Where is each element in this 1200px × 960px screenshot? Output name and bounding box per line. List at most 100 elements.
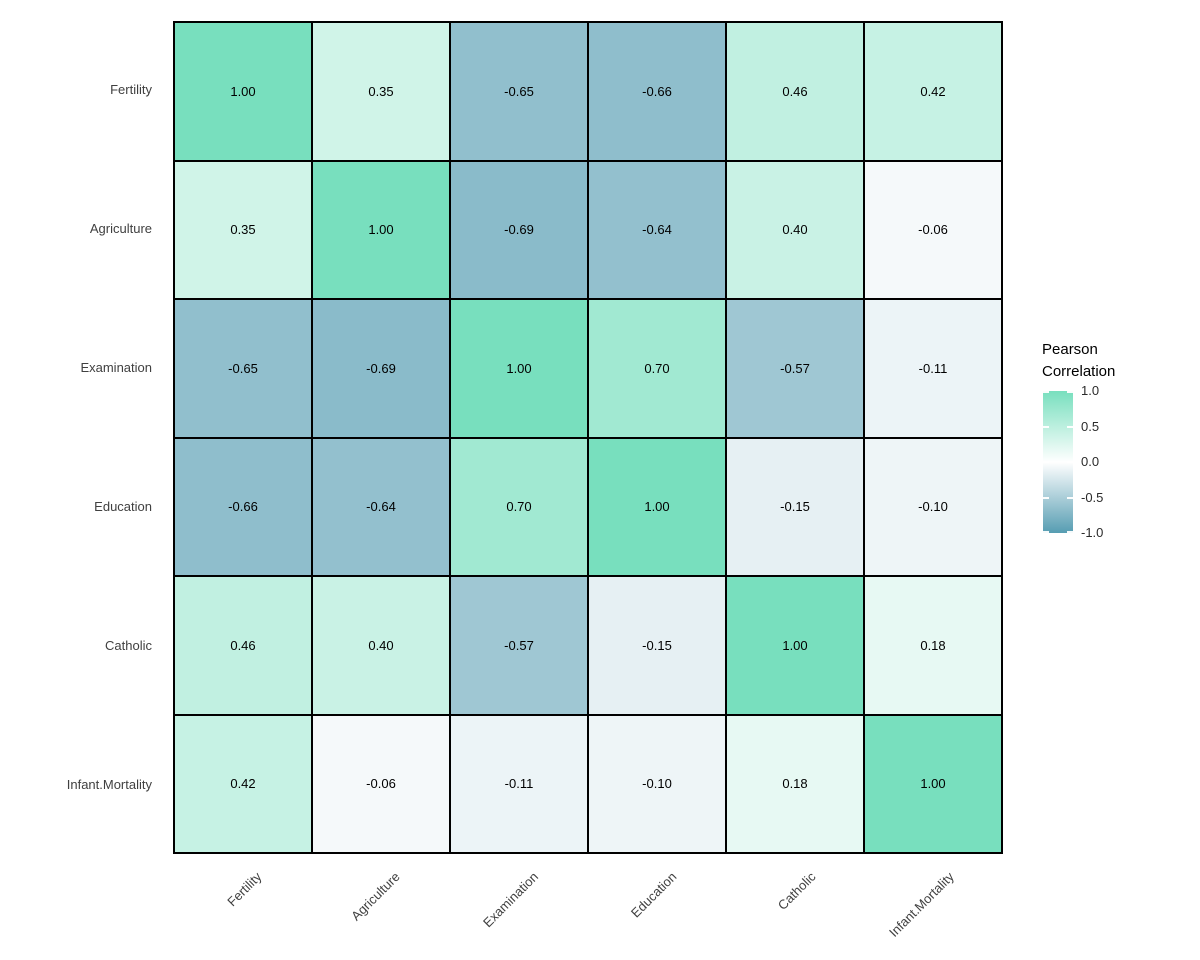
- heatmap-cell: 0.18: [864, 576, 1002, 715]
- heatmap-cell: -0.10: [588, 714, 726, 853]
- cell-value: -0.64: [366, 499, 396, 515]
- heatmap-cell: 0.70: [450, 437, 588, 576]
- cell-value: -0.11: [504, 776, 534, 792]
- y-axis-label: Examination: [80, 360, 152, 376]
- legend-title-line1: Pearson: [1042, 341, 1098, 358]
- cell-value: -0.69: [504, 222, 534, 238]
- cell-value: -0.15: [642, 637, 672, 653]
- heatmap-cell: 0.70: [588, 299, 726, 438]
- heatmap-cell: 0.42: [864, 22, 1002, 161]
- cell-value: 0.42: [230, 776, 256, 792]
- x-axis-label: Fertility: [224, 869, 265, 910]
- colorbar-tick: [1067, 425, 1073, 428]
- y-axis-label: Infant.Mortality: [66, 776, 152, 792]
- colorbar-tick: [1043, 461, 1049, 463]
- colorbar-tick: [1043, 391, 1049, 393]
- heatmap-cell: 1.00: [312, 160, 450, 299]
- colorbar-tick: [1043, 531, 1049, 533]
- cell-value: 1.00: [506, 360, 532, 376]
- heatmap-cell: -0.11: [864, 299, 1002, 438]
- heatmap-cell: 0.35: [312, 22, 450, 161]
- x-axis-label: Catholic: [774, 869, 819, 913]
- heatmap-cell: -0.15: [726, 437, 864, 576]
- heatmap-cell: -0.66: [588, 22, 726, 161]
- heatmap-cell: -0.06: [864, 160, 1002, 299]
- cell-value: 0.35: [368, 83, 394, 99]
- cell-value: 1.00: [920, 776, 946, 792]
- heatmap-cell: 0.35: [174, 160, 312, 299]
- cell-value: -0.06: [366, 776, 396, 792]
- heatmap-cell: -0.64: [588, 160, 726, 299]
- heatmap-cell: 1.00: [726, 576, 864, 715]
- cell-value: -0.65: [504, 83, 534, 99]
- heatmap-cell: 1.00: [174, 22, 312, 161]
- heatmap-cell: 0.42: [174, 714, 312, 853]
- heatmap-cell: 1.00: [588, 437, 726, 576]
- heatmap-cell: -0.65: [450, 22, 588, 161]
- heatmap-cell: -0.06: [312, 714, 450, 853]
- colorbar-tick: [1043, 496, 1049, 499]
- cell-value: 0.18: [920, 637, 946, 653]
- heatmap-panel: 1.00 0.35 -0.65 -0.66 0.46 0.42 0.35 1.00 -0.69 -…: [173, 21, 1003, 854]
- cell-value: 0.40: [368, 637, 394, 653]
- heatmap-cell: 1.00: [450, 299, 588, 438]
- cell-value: -0.69: [366, 360, 396, 376]
- cell-value: -0.10: [642, 776, 672, 792]
- legend-colorbar: [1043, 391, 1073, 533]
- cell-value: 0.70: [644, 360, 670, 376]
- cell-value: 0.46: [782, 83, 808, 99]
- heatmap-cell: 1.00: [864, 714, 1002, 853]
- cell-value: 0.70: [506, 499, 532, 515]
- colorbar-tick: [1067, 461, 1073, 463]
- y-axis-label: Fertility: [110, 82, 152, 98]
- cell-value: -0.57: [504, 637, 534, 653]
- y-axis-label: Education: [94, 498, 152, 514]
- cell-value: -0.65: [228, 360, 258, 376]
- legend-title: Pearson Correlation: [1042, 339, 1115, 383]
- cell-value: -0.10: [918, 499, 948, 515]
- cell-value: 0.40: [782, 222, 808, 238]
- legend-tick-label: 0.0: [1081, 454, 1100, 469]
- heatmap-cell: -0.10: [864, 437, 1002, 576]
- cell-value: -0.57: [780, 360, 810, 376]
- cell-value: 0.35: [230, 222, 256, 238]
- cell-value: 1.00: [644, 499, 670, 515]
- x-axis-label: Examination: [480, 869, 542, 931]
- x-axis-label: Infant.Mortality: [885, 869, 957, 940]
- cell-value: 0.18: [782, 776, 808, 792]
- heatmap-cell: -0.69: [450, 160, 588, 299]
- colorbar-tick: [1067, 391, 1073, 393]
- colorbar-tick: [1067, 531, 1073, 533]
- heatmap-cell: 0.46: [726, 22, 864, 161]
- heatmap-cell: 0.40: [726, 160, 864, 299]
- cell-value: 1.00: [368, 222, 394, 238]
- y-axis-label: Agriculture: [89, 221, 152, 237]
- x-axis-label: Agriculture: [348, 869, 404, 924]
- legend-tick-label: 0.5: [1081, 418, 1100, 434]
- cell-value: -0.66: [228, 499, 258, 515]
- heatmap-cell: -0.11: [450, 714, 588, 853]
- cell-value: -0.06: [918, 222, 948, 238]
- y-axis-label: Catholic: [105, 637, 152, 653]
- heatmap-cell: -0.69: [312, 299, 450, 438]
- colorbar-tick: [1043, 425, 1049, 428]
- colorbar-tick: [1067, 496, 1073, 499]
- legend-tick-label: -0.5: [1081, 489, 1104, 505]
- legend-tick-label: -1.0: [1081, 525, 1104, 540]
- cell-value: 0.46: [230, 637, 256, 653]
- cell-value: 1.00: [782, 637, 808, 653]
- heatmap-cell: -0.65: [174, 299, 312, 438]
- x-axis-label: Education: [628, 869, 680, 921]
- legend-tick-label: 1.0: [1081, 383, 1100, 398]
- heatmap-cell: -0.64: [312, 437, 450, 576]
- heatmap-cell: -0.57: [450, 576, 588, 715]
- heatmap-cell: -0.66: [174, 437, 312, 576]
- cell-value: 1.00: [230, 83, 256, 99]
- cell-value: -0.11: [918, 360, 948, 376]
- cell-value: -0.15: [780, 499, 810, 515]
- cell-value: -0.64: [642, 222, 672, 238]
- legend-title-line2: Correlation: [1042, 363, 1116, 380]
- cell-value: -0.66: [642, 83, 672, 99]
- heatmap-cell: -0.57: [726, 299, 864, 438]
